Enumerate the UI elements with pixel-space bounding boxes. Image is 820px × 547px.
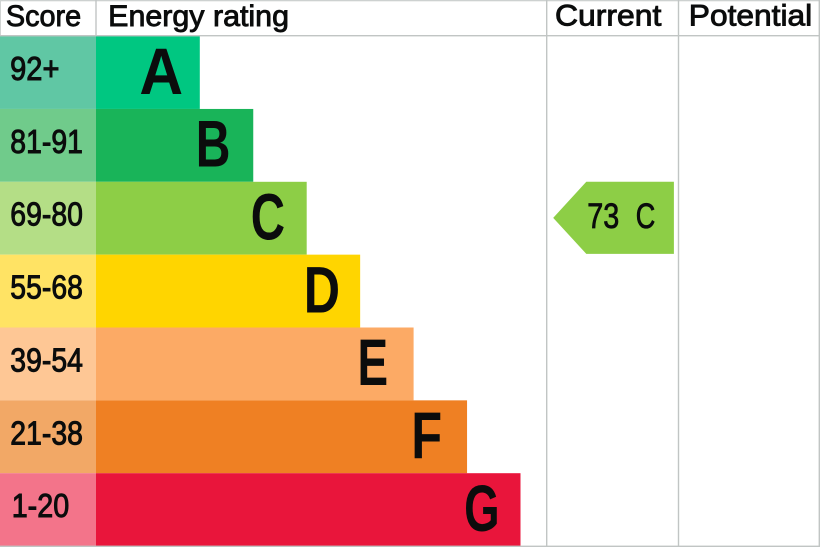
svg-text:55-68: 55-68 [10, 270, 83, 307]
svg-text:G: G [464, 472, 500, 545]
svg-text:Current: Current [555, 0, 662, 33]
svg-text:B: B [196, 108, 231, 181]
svg-text:39-54: 39-54 [10, 342, 83, 379]
svg-text:Energy rating: Energy rating [108, 0, 289, 33]
svg-text:81-91: 81-91 [10, 124, 83, 161]
svg-text:1-20: 1-20 [12, 488, 69, 525]
svg-text:D: D [304, 253, 340, 326]
svg-text:A: A [139, 35, 183, 108]
svg-text:F: F [411, 399, 442, 472]
svg-text:Potential: Potential [689, 0, 812, 33]
svg-text:69-80: 69-80 [10, 197, 83, 234]
svg-text:C: C [251, 181, 285, 254]
svg-text:Score: Score [6, 0, 81, 33]
svg-text:E: E [358, 326, 389, 399]
svg-text:73: 73 [587, 197, 619, 236]
svg-text:21-38: 21-38 [10, 415, 83, 452]
svg-text:92+: 92+ [10, 51, 59, 88]
svg-text:C: C [636, 197, 656, 236]
